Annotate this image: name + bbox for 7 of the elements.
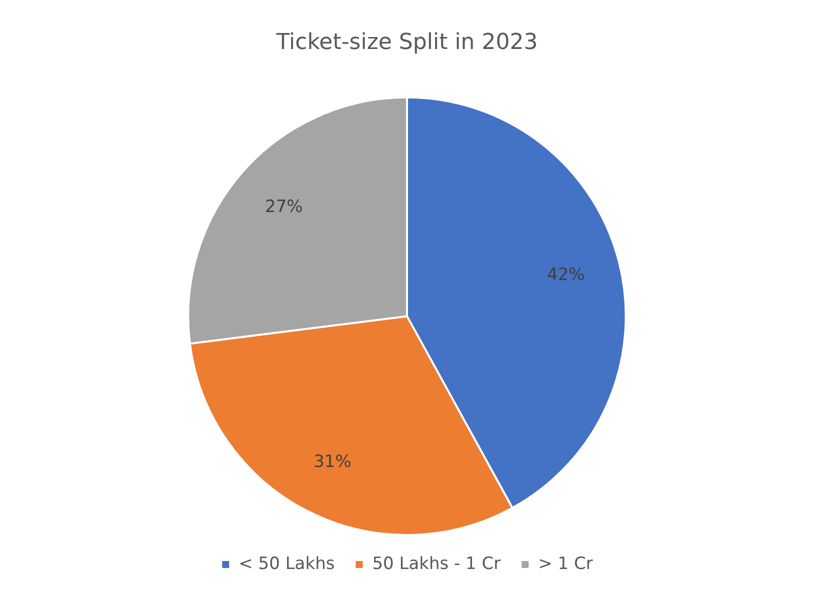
chart-title: Ticket-size Split in 2023	[275, 30, 538, 55]
data-label: 31%	[314, 452, 352, 472]
data-label: 42%	[547, 264, 585, 285]
data-label: 27%	[265, 197, 303, 218]
legend-label: 50 Lakhs - 1 Cr	[372, 554, 501, 574]
legend-label: < 50 Lakhs	[238, 554, 335, 574]
legend-label: > 1 Cr	[538, 554, 593, 574]
